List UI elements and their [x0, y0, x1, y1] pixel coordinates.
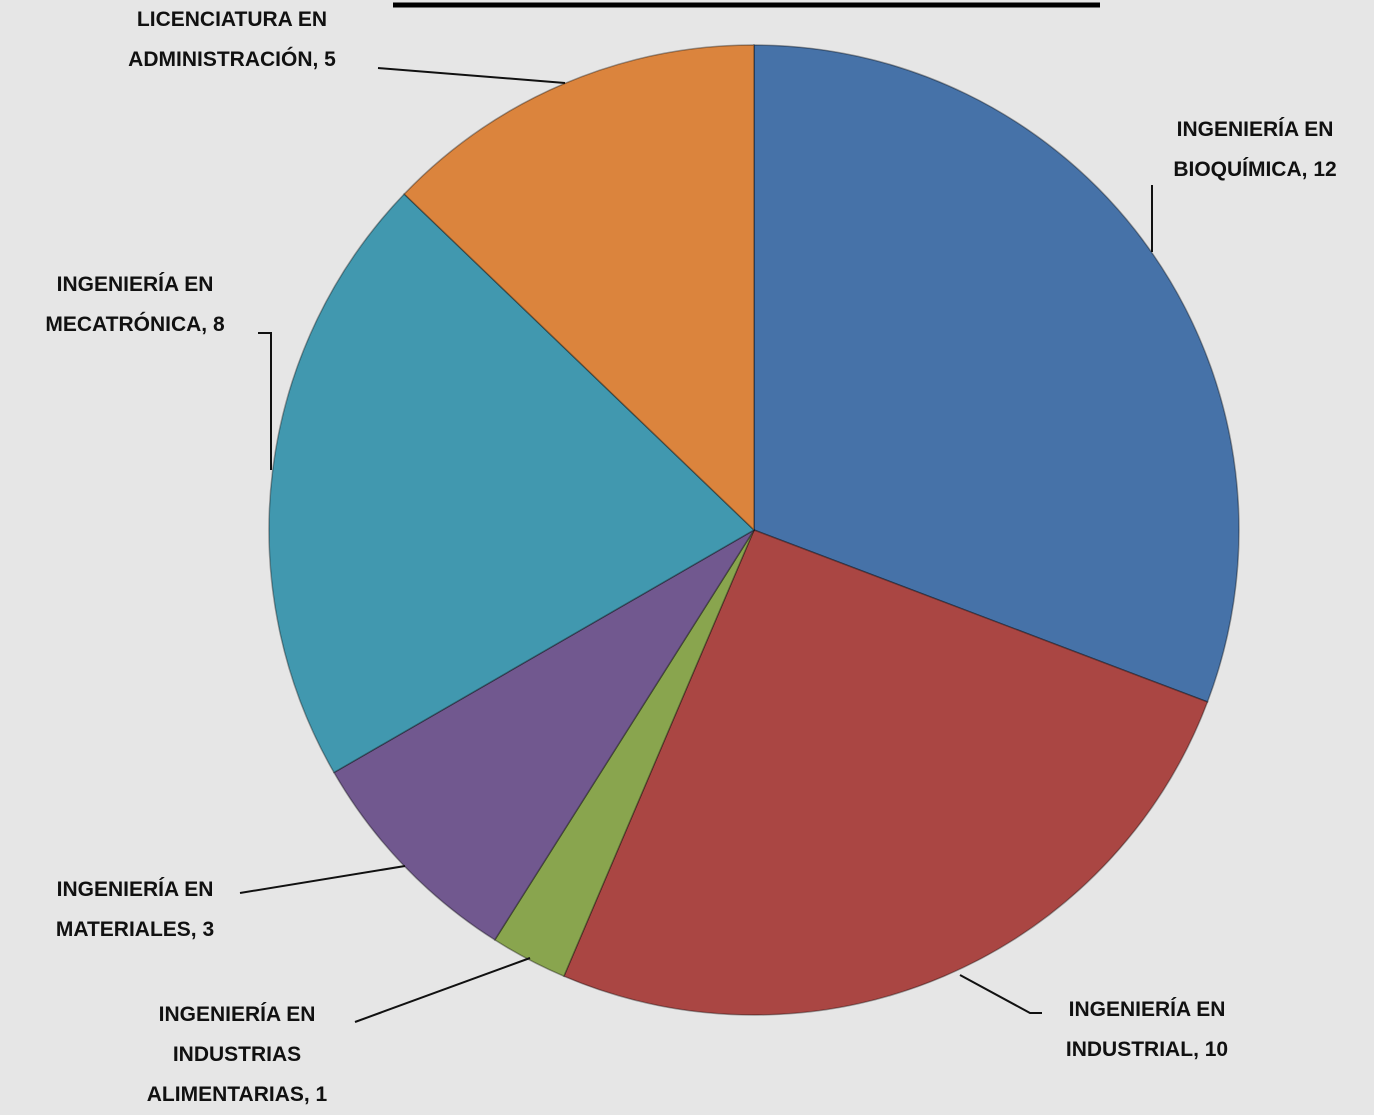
- data-label: INGENIERÍA EN MATERIALES, 3: [0, 870, 270, 950]
- label-category: INGENIERÍA EN MATERIALES: [55, 878, 214, 941]
- label-category: INGENIERÍA EN BIOQUÍMICA: [1173, 118, 1334, 181]
- data-label: INGENIERÍA EN INDUSTRIAS ALIMENTARIAS, 1: [102, 995, 372, 1115]
- leader-line: [258, 332, 272, 470]
- pie-slice: [753, 44, 1240, 703]
- data-label: INGENIERÍA EN INDUSTRIAL, 10: [1012, 990, 1282, 1070]
- label-category: INGENIERÍA EN INDUSTRIAL: [1065, 998, 1226, 1061]
- data-label: LICENCIATURA EN ADMINISTRACIÓN, 5: [97, 0, 367, 80]
- label-value: 5: [324, 48, 336, 71]
- label-value-group: , 10: [1193, 1038, 1229, 1061]
- label-value: 12: [1313, 158, 1337, 181]
- label-value-group: , 5: [312, 48, 336, 71]
- label-category: LICENCIATURA EN ADMINISTRACIÓN: [128, 8, 328, 71]
- label-value: 3: [202, 918, 215, 941]
- leader-line: [354, 957, 531, 1023]
- label-category: INGENIERÍA EN INDUSTRIAS ALIMENTARIAS: [146, 1003, 316, 1106]
- label-value-group: , 1: [303, 1083, 328, 1106]
- pie-slice: [562, 529, 1209, 1016]
- label-value: 8: [212, 313, 225, 336]
- data-label: INGENIERÍA EN MECATRÓNICA, 8: [0, 265, 270, 345]
- label-value-group: , 12: [1301, 158, 1337, 181]
- pie-slice: [268, 192, 756, 774]
- label-value: 10: [1204, 1038, 1229, 1061]
- data-label: INGENIERÍA EN BIOQUÍMICA, 12: [1120, 110, 1374, 190]
- label-category: INGENIERÍA EN MECATRÓNICA: [45, 273, 214, 336]
- leader-line: [377, 67, 566, 84]
- leader-line: [959, 974, 1042, 1014]
- label-value-group: , 8: [201, 313, 225, 336]
- leader-line: [239, 865, 406, 894]
- label-value: 1: [315, 1083, 328, 1106]
- label-value-group: , 3: [190, 918, 215, 941]
